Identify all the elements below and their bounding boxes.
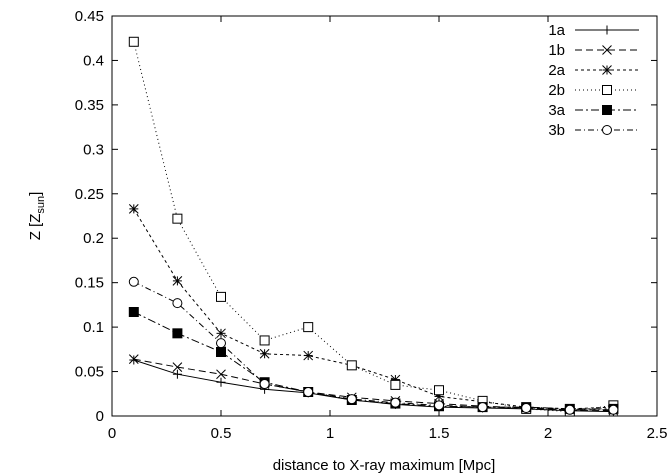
- data-point-circle-open: [172, 298, 183, 309]
- y-axis-label-subscript: sun: [35, 196, 47, 214]
- legend: 1a 1b 2a 2b 3a 3b: [548, 22, 639, 139]
- data-point-asterisk: [216, 328, 226, 339]
- data-point-square-open: [434, 385, 444, 396]
- data-point-square-open: [390, 379, 401, 390]
- x-tick-label: 2.5: [647, 425, 668, 442]
- y-axis-label: Z [Zsun]: [27, 192, 47, 241]
- data-point-square-open: [172, 213, 183, 224]
- legend-label: 1a: [548, 22, 565, 39]
- data-point-asterisk: [303, 350, 314, 361]
- data-point-asterisk: [602, 65, 612, 75]
- series-1a: [129, 355, 618, 417]
- data-point-cross: [172, 362, 183, 372]
- legend-item-1b: 1b: [548, 42, 639, 59]
- data-point-square-open: [259, 335, 270, 346]
- data-point-square-open: [346, 360, 357, 371]
- data-point-circle-open: [434, 400, 444, 411]
- data-point-circle-open: [303, 387, 314, 397]
- legend-item-3b: 3b: [548, 122, 639, 139]
- axis-ticks: 0 0.5 1 1.5 2 2.5 0 0.05 0.1 0.15 0.2 0.25 0.3 0.35 0.…: [75, 8, 668, 442]
- series-line-2b: [133, 41, 614, 413]
- data-point-asterisk: [128, 204, 139, 214]
- data-point-cross: [602, 45, 612, 55]
- legend-item-2b: 2b: [548, 82, 639, 99]
- data-point-circle-open: [521, 403, 532, 413]
- series-1b: [128, 354, 619, 416]
- data-point-cross: [216, 369, 226, 380]
- y-tick-label: 0.1: [83, 319, 104, 336]
- y-tick-label: 0.2: [83, 230, 104, 247]
- legend-item-1a: 1a: [548, 22, 639, 39]
- y-tick-label: 0.15: [75, 275, 104, 292]
- data-point-circle-open: [346, 394, 357, 405]
- series-3a: [128, 307, 619, 414]
- series-line-3a: [133, 311, 614, 410]
- data-point-square-filled: [172, 328, 183, 339]
- y-tick-label: 0.35: [75, 97, 104, 114]
- series-line-3b: [133, 281, 614, 411]
- data-point-square-filled: [128, 307, 139, 317]
- data-point-plus: [602, 25, 612, 35]
- y-tick-label: 0.3: [83, 141, 104, 158]
- data-point-circle-open: [128, 276, 139, 287]
- y-tick-label: 0.45: [75, 8, 104, 25]
- data-point-asterisk: [259, 348, 270, 359]
- x-tick-label: 2: [544, 425, 552, 442]
- data-point-square-open: [216, 291, 226, 302]
- data-point-circle-open: [477, 402, 488, 413]
- series-group: [128, 36, 619, 417]
- legend-label: 2a: [548, 62, 565, 79]
- legend-item-2a: 2a: [548, 62, 639, 79]
- legend-item-3a: 3a: [548, 102, 639, 119]
- data-point-circle-open: [608, 404, 619, 415]
- data-point-circle-open: [216, 338, 226, 349]
- x-tick-label: 1.5: [429, 425, 450, 442]
- series-2b: [128, 36, 619, 417]
- legend-label: 2b: [548, 82, 565, 99]
- series-3b: [128, 276, 619, 415]
- data-point-plus: [216, 377, 226, 387]
- y-tick-label: 0.4: [83, 52, 104, 69]
- plot-frame: [111, 15, 658, 417]
- y-tick-label: 0.05: [75, 364, 104, 381]
- y-tick-label: 0: [96, 408, 104, 425]
- series-line-1a: [133, 359, 614, 413]
- legend-label: 3a: [548, 102, 565, 119]
- y-axis-label-end: ]: [27, 192, 44, 196]
- data-point-circle-open: [564, 404, 575, 415]
- series-2a: [128, 204, 619, 414]
- data-point-square-filled: [216, 347, 226, 357]
- data-point-cross: [128, 354, 139, 364]
- data-point-square-open: [602, 85, 612, 95]
- legend-label: 3b: [548, 122, 565, 139]
- data-point-square-open: [303, 322, 314, 333]
- data-point-square-open: [128, 36, 139, 47]
- x-tick-label: 1: [326, 425, 334, 442]
- data-point-square-filled: [602, 105, 612, 115]
- x-axis-label: distance to X-ray maximum [Mpc]: [273, 457, 496, 474]
- data-point-circle-open: [259, 379, 270, 389]
- data-point-circle-open: [602, 125, 612, 135]
- y-tick-label: 0.25: [75, 186, 104, 203]
- x-tick-label: 0: [108, 425, 116, 442]
- data-point-circle-open: [390, 397, 401, 408]
- legend-label: 1b: [548, 42, 565, 59]
- data-point-plus: [172, 369, 182, 379]
- data-point-asterisk: [172, 276, 183, 286]
- x-tick-label: 0.5: [211, 425, 232, 442]
- series-line-1b: [133, 358, 614, 412]
